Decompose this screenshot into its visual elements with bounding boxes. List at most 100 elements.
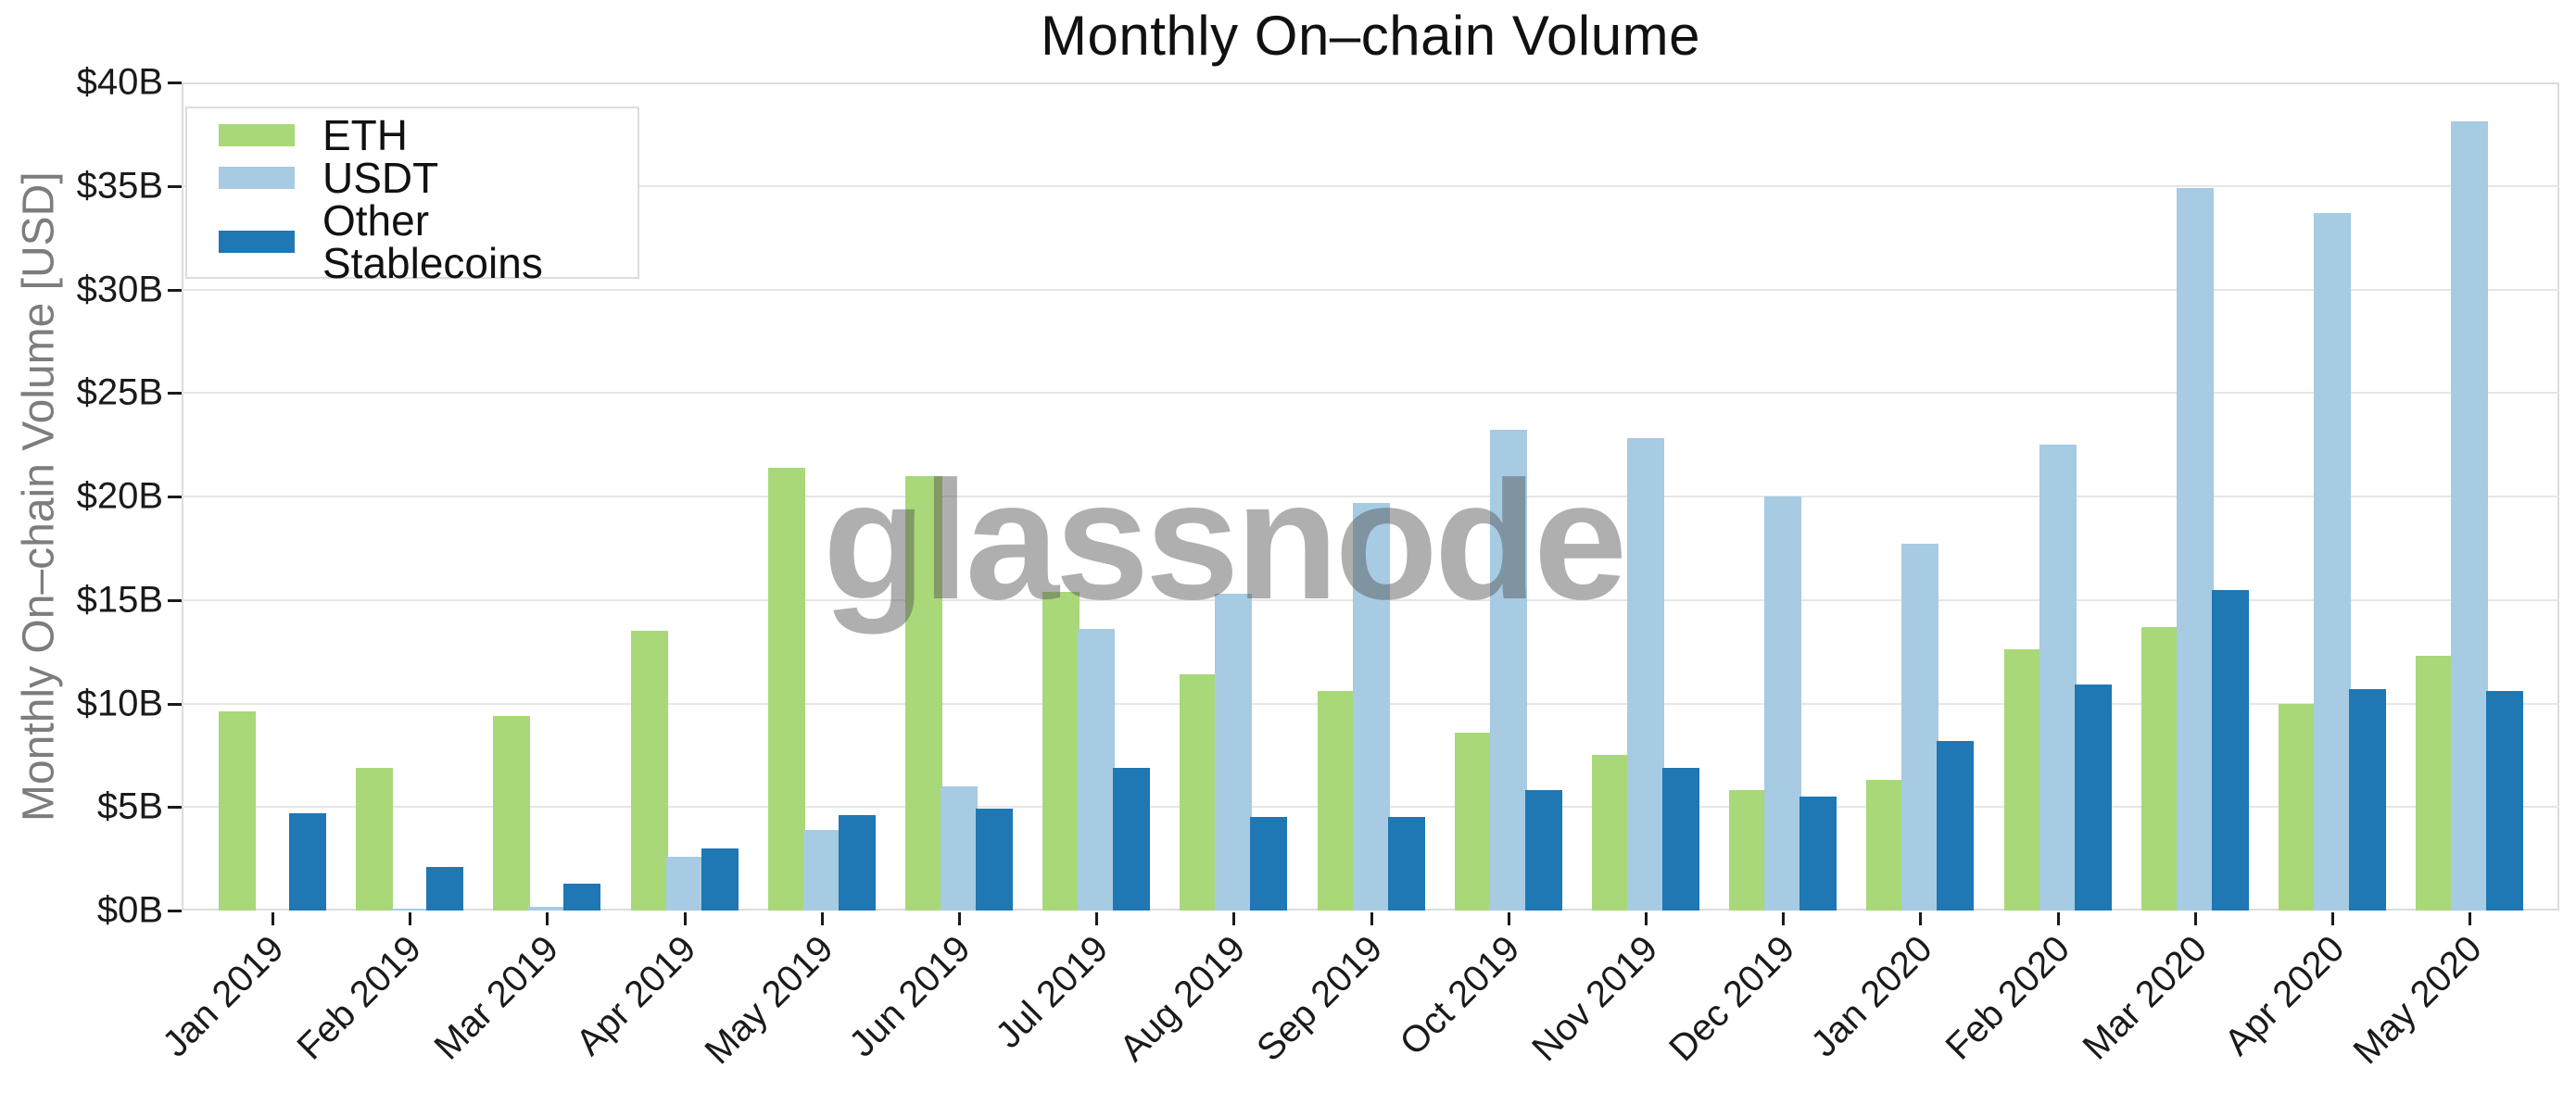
x-tick-mark (1370, 912, 1373, 925)
bar-eth-mar-2019 (493, 715, 531, 911)
x-tick-label: Jun 2019 (841, 928, 979, 1065)
bar-other-stablecoins-may-2019 (838, 815, 876, 911)
bar-other-stablecoins-may-2020 (2486, 691, 2524, 911)
x-tick-mark (2331, 912, 2334, 925)
bar-usdt-mar-2020 (2176, 187, 2214, 911)
bar-usdt-may-2020 (2451, 121, 2489, 911)
y-tick-mark (168, 288, 182, 292)
bar-other-stablecoins-jul-2019 (1113, 767, 1151, 911)
y-tick-label: $35B (76, 165, 163, 207)
bar-eth-sep-2019 (1317, 691, 1355, 911)
bar-eth-jul-2019 (1042, 591, 1080, 911)
legend-label-usdt: USDT (322, 154, 439, 202)
x-tick-mark (1645, 912, 1648, 925)
bar-other-stablecoins-nov-2019 (1662, 767, 1699, 911)
y-tick-label: $5B (96, 785, 163, 827)
bar-other-stablecoins-feb-2019 (426, 867, 464, 911)
x-tick-label: May 2019 (697, 928, 841, 1073)
y-tick-mark (168, 702, 182, 706)
x-tick-mark (1095, 912, 1099, 925)
bar-eth-jan-2020 (1866, 780, 1904, 911)
bar-eth-may-2019 (767, 467, 805, 911)
legend-item-eth: ETH (219, 114, 628, 157)
x-tick-label: Oct 2019 (1393, 928, 1528, 1063)
bar-usdt-apr-2020 (2314, 212, 2351, 911)
bar-other-stablecoins-jun-2019 (976, 809, 1013, 911)
bar-other-stablecoins-apr-2020 (2349, 688, 2386, 911)
bar-other-stablecoins-jan-2020 (1937, 740, 1975, 911)
gridline-25 (182, 392, 2559, 395)
chart-title: Monthly On–chain Volume (1041, 5, 1700, 67)
bar-eth-nov-2019 (1592, 755, 1629, 911)
y-tick-mark (168, 806, 182, 810)
bar-usdt-nov-2019 (1627, 438, 1664, 911)
eth-swatch (219, 124, 295, 146)
y-tick-label: $40B (76, 61, 163, 103)
bar-usdt-jan-2020 (1901, 544, 1939, 911)
glassnode-watermark: glassnode (823, 446, 1627, 634)
bar-eth-jan-2019 (219, 711, 256, 911)
x-tick-label: Aug 2019 (1112, 928, 1254, 1070)
bar-other-stablecoins-jan-2019 (289, 812, 326, 911)
bar-usdt-feb-2019 (391, 908, 429, 911)
x-tick-mark (2056, 912, 2060, 925)
x-tick-mark (683, 912, 687, 925)
bar-other-stablecoins-aug-2019 (1250, 817, 1288, 911)
legend-label-eth: ETH (322, 111, 408, 159)
x-tick-label: Jan 2020 (1803, 928, 1940, 1065)
x-tick-mark (2469, 912, 2472, 925)
x-tick-mark (1919, 912, 1923, 925)
x-tick-label: Jul 2019 (988, 928, 1117, 1057)
bar-usdt-jul-2019 (1078, 629, 1116, 911)
x-tick-mark (1507, 912, 1510, 925)
bar-eth-apr-2019 (630, 631, 668, 911)
bar-usdt-aug-2019 (1215, 594, 1253, 911)
y-tick-mark (168, 184, 182, 188)
bar-eth-oct-2019 (1454, 732, 1492, 911)
bar-other-stablecoins-oct-2019 (1524, 790, 1562, 911)
usdt-swatch (219, 167, 295, 189)
legend-item-other-stablecoins: Other Stablecoins (219, 199, 628, 284)
gridline-35 (182, 184, 2559, 187)
x-tick-label: Jan 2019 (155, 928, 293, 1065)
bar-other-stablecoins-mar-2019 (563, 883, 601, 911)
bar-other-stablecoins-apr-2019 (701, 848, 739, 911)
bar-usdt-dec-2019 (1764, 496, 1802, 911)
x-tick-mark (1782, 912, 1786, 925)
x-tick-mark (271, 912, 274, 925)
gridline-30 (182, 288, 2559, 291)
y-tick-label: $30B (76, 269, 163, 309)
legend-item-usdt: USDT (219, 157, 628, 199)
bar-eth-mar-2020 (2140, 626, 2178, 911)
y-tick-label: $0B (96, 889, 163, 931)
x-tick-label: Mar 2019 (426, 928, 567, 1068)
x-tick-mark (2193, 912, 2197, 925)
bar-other-stablecoins-mar-2020 (2211, 589, 2249, 911)
bar-usdt-oct-2019 (1489, 430, 1527, 911)
other-stablecoins-swatch (219, 231, 295, 253)
gridline-20 (182, 496, 2559, 497)
x-tick-label: Apr 2019 (568, 928, 704, 1063)
bar-usdt-apr-2019 (665, 856, 703, 911)
bar-eth-apr-2020 (2279, 703, 2316, 911)
bar-eth-dec-2019 (1729, 790, 1767, 911)
x-tick-mark (546, 912, 549, 925)
x-tick-mark (409, 912, 412, 925)
legend-label-other-stablecoins: Other Stablecoins (322, 196, 543, 287)
bar-other-stablecoins-feb-2020 (2074, 685, 2112, 911)
legend: ETH USDT Other Stablecoins (185, 107, 639, 284)
bar-usdt-mar-2019 (528, 906, 566, 911)
y-tick-mark (168, 910, 182, 912)
x-tick-label: Feb 2020 (1938, 928, 2077, 1068)
bar-usdt-sep-2019 (1352, 502, 1390, 911)
y-tick-label: $15B (76, 579, 163, 621)
bar-usdt-feb-2020 (2039, 445, 2077, 911)
y-tick-label: $20B (76, 475, 163, 517)
y-tick-mark (168, 82, 182, 84)
x-tick-mark (1232, 912, 1236, 925)
x-tick-label: Nov 2019 (1523, 928, 1666, 1070)
y-tick-mark (168, 598, 182, 602)
bar-other-stablecoins-sep-2019 (1387, 817, 1425, 911)
x-tick-mark (958, 912, 961, 925)
x-tick-label: Mar 2020 (2075, 928, 2215, 1068)
